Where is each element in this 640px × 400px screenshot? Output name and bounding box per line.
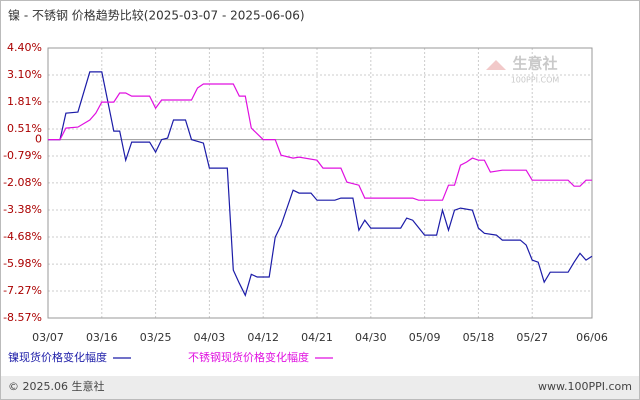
x-tick-label: 05/27	[516, 331, 548, 344]
series-line	[48, 83, 592, 201]
y-tick-label: -3.38%	[3, 203, 42, 216]
watermark-logo: 生意社	[512, 55, 557, 73]
y-tick-label: -8.57%	[3, 311, 42, 324]
y-tick-label: -4.68%	[3, 230, 42, 243]
watermark-icon	[486, 60, 506, 70]
x-tick-label: 03/25	[140, 331, 172, 344]
x-tick-label: 04/21	[301, 331, 333, 344]
x-tick-label: 03/07	[32, 331, 64, 344]
chart-title: 镍 - 不锈钢 价格趋势比较(2025-03-07 - 2025-06-06)	[8, 8, 305, 23]
y-tick-label: -7.27%	[3, 284, 42, 297]
x-tick-label: 04/03	[194, 331, 226, 344]
x-tick-label: 05/18	[463, 331, 495, 344]
footer-right: www.100PPI.com	[538, 380, 632, 393]
y-tick-label: 3.10%	[7, 68, 42, 81]
y-tick-label: 4.40%	[7, 41, 42, 54]
y-tick-label: 1.81%	[7, 95, 42, 108]
x-tick-label: 04/30	[355, 331, 387, 344]
y-tick-label: -5.98%	[3, 257, 42, 270]
y-tick-label: -0.79%	[3, 149, 42, 162]
legend-label: 镍现货价格变化幅度	[8, 350, 107, 364]
x-tick-label: 04/12	[247, 331, 279, 344]
footer-bar	[1, 376, 639, 399]
plot-border	[47, 47, 593, 319]
x-tick-label: 03/16	[86, 331, 118, 344]
x-tick-label: 06/06	[576, 331, 608, 344]
y-tick-label: 0	[35, 133, 42, 146]
y-tick-label: -2.08%	[3, 176, 42, 189]
watermark-site: 100PPI.COM	[511, 76, 560, 85]
series-line	[48, 71, 593, 297]
footer-left: © 2025.06 生意社	[8, 379, 104, 393]
x-tick-label: 05/09	[409, 331, 441, 344]
y-tick-label: 0.51%	[7, 122, 42, 135]
legend-label: 不锈钢现货价格变化幅度	[188, 350, 309, 364]
